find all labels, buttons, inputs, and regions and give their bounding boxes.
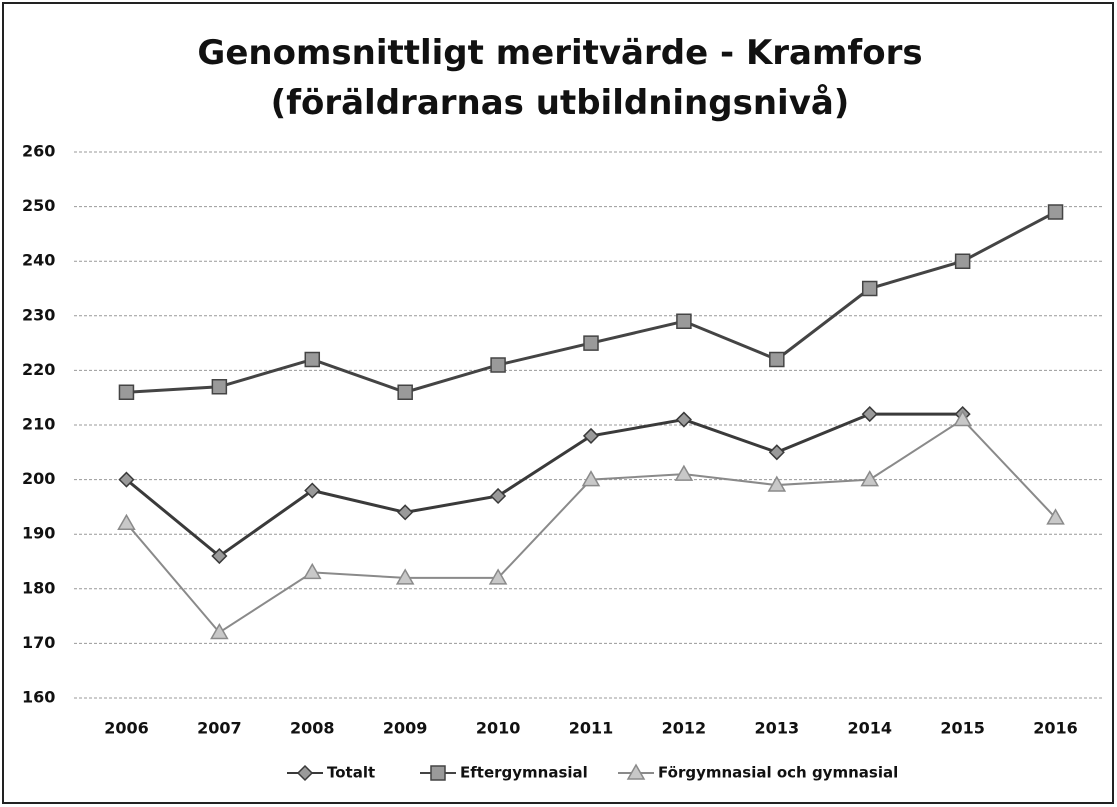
data-point — [302, 562, 322, 580]
data-point — [769, 351, 785, 368]
data-point — [304, 351, 321, 368]
legend-marker — [296, 764, 314, 782]
legend-label: Förgymnasial och gymnasial — [658, 764, 898, 782]
legend-label: Totalt — [327, 764, 375, 782]
x-tick-label: 2013 — [755, 719, 800, 738]
data-point — [395, 568, 415, 585]
data-point — [860, 470, 880, 487]
series-line — [125, 412, 963, 558]
legend-marker — [430, 765, 446, 781]
x-tick-label: 2011 — [569, 719, 614, 738]
x-tick-label: 2009 — [383, 719, 428, 738]
data-point — [210, 622, 229, 640]
data-point — [861, 406, 878, 423]
data-point — [953, 410, 972, 427]
y-tick-label: 210 — [22, 415, 55, 434]
data-point — [118, 384, 135, 400]
data-point — [954, 253, 971, 269]
x-tick-label: 2012 — [662, 719, 707, 738]
x-tick-label: 2007 — [197, 719, 242, 738]
data-point — [211, 379, 228, 395]
y-tick-label: 160 — [22, 688, 55, 707]
x-tick-label: 2006 — [104, 719, 149, 738]
y-tick-label: 220 — [22, 360, 55, 379]
data-point — [861, 280, 878, 297]
y-tick-label: 250 — [22, 196, 55, 215]
y-tick-label: 170 — [22, 633, 55, 652]
data-point — [676, 313, 692, 330]
data-point — [304, 482, 321, 499]
chart-title: Genomsnittligt meritvärde - Kramfors (fö… — [197, 33, 923, 123]
data-point — [581, 470, 601, 487]
y-tick-label: 180 — [22, 578, 55, 597]
y-tick-label: 200 — [22, 469, 55, 488]
data-point — [118, 471, 135, 488]
data-point — [117, 513, 136, 531]
data-point — [488, 568, 508, 585]
data-point — [1046, 508, 1065, 525]
data-point — [583, 335, 599, 351]
x-tick-label: 2014 — [847, 719, 892, 738]
data-point — [490, 357, 506, 373]
data-point — [490, 487, 507, 505]
data-point — [674, 464, 694, 481]
x-tick-label: 2010 — [476, 719, 521, 738]
data-point — [768, 444, 785, 461]
y-tick-label: 260 — [22, 142, 55, 161]
series-line — [126, 210, 1057, 394]
data-point — [767, 475, 787, 492]
y-tick-label: 190 — [22, 524, 55, 543]
data-point — [397, 384, 413, 400]
x-tick-label: 2015 — [940, 719, 985, 738]
data-point — [1047, 204, 1064, 220]
data-point — [675, 411, 692, 428]
x-tick-label: 2016 — [1033, 719, 1078, 738]
data-point — [397, 504, 414, 521]
legend-marker — [626, 763, 646, 780]
x-tick-label: 2008 — [290, 719, 335, 738]
y-tick-label: 230 — [22, 305, 55, 324]
data-point — [211, 547, 228, 565]
data-point — [582, 427, 600, 444]
series-line — [125, 418, 1057, 634]
legend-label: Eftergymnasial — [460, 764, 588, 782]
y-tick-label: 240 — [22, 251, 55, 270]
